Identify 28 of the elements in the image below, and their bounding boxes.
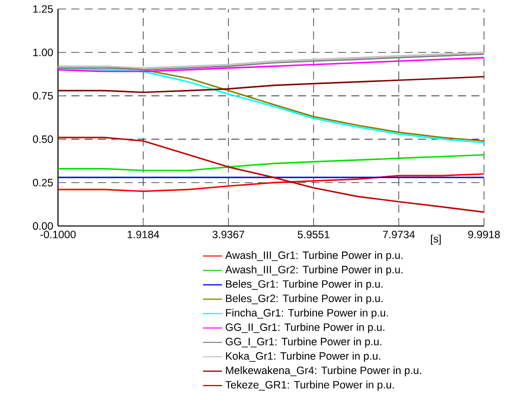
legend-label: Melkewakena_Gr4: Turbine Power in p.u. — [226, 366, 422, 376]
y-tick-label: 0.25 — [32, 178, 53, 186]
x-axis-title: [s] — [430, 234, 441, 245]
x-tick-label: 1.9184 — [128, 230, 160, 238]
legend-label: Beles_Gr2: Turbine Power in p.u. — [226, 294, 382, 304]
y-tick-label: 0.50 — [32, 135, 53, 143]
y-tick-label: 0.75 — [32, 92, 53, 100]
y-tick-label: 1.25 — [33, 5, 53, 13]
legend-label: Koka_Gr1: Turbine Power in p.u. — [226, 352, 380, 362]
y-tick-label: 0.00 — [32, 222, 53, 230]
x-tick-label: 7.9734 — [383, 230, 415, 238]
legend-label: GG_II_Gr1: Turbine Power in p.u. — [226, 323, 384, 334]
legend-label: Awash_III_Gr2: Turbine Power in p.u. — [225, 266, 402, 276]
legend-label: Awash_III_Gr1: Turbine Power in p.u. — [225, 251, 402, 262]
x-tick-label: 3.9367 — [212, 230, 244, 238]
x-tick-label: 9.9918 — [468, 230, 500, 238]
legend-label: Tekeze_GR1: Turbine Power in p.u. — [225, 380, 394, 391]
line-series — [58, 136, 484, 213]
y-tick-label: 1.00 — [33, 48, 53, 56]
x-tick-label: 5.9551 — [298, 230, 330, 238]
x-tick-label: -0.1000 — [40, 230, 76, 238]
line-series — [58, 76, 484, 94]
legend-label: Beles_Gr1: Turbine Power in p.u. — [226, 280, 382, 290]
line-series — [58, 56, 484, 72]
legend-label: Fincha_Gr1: Turbine Power in p.u. — [226, 308, 388, 319]
legend-label: GG_I_Gr1: Turbine Power in p.u. — [226, 338, 382, 348]
line-series — [58, 154, 484, 172]
line-series — [58, 173, 484, 192]
